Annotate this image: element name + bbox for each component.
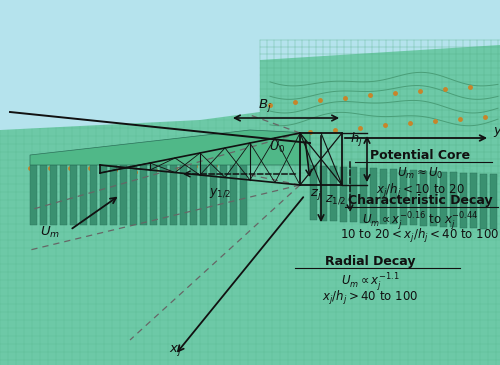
Polygon shape	[0, 0, 500, 155]
Bar	[220, 165, 227, 225]
Bar	[440, 172, 447, 227]
Bar	[140, 165, 147, 225]
Text: $U_m$: $U_m$	[40, 224, 60, 239]
Text: Characteristic Decay: Characteristic Decay	[348, 194, 492, 207]
Bar	[430, 171, 437, 226]
Polygon shape	[30, 130, 310, 165]
Text: $10$ to $20 < x_j/h_j < 40$ to $100$: $10$ to $20 < x_j/h_j < 40$ to $100$	[340, 227, 500, 245]
Bar	[380, 169, 387, 223]
Bar	[370, 168, 377, 223]
Text: Radial Decay: Radial Decay	[325, 255, 415, 268]
Text: Potential Core: Potential Core	[370, 149, 470, 162]
Bar	[80, 165, 87, 225]
Bar	[160, 165, 167, 225]
Text: $x_j/h_j > 40$ to $100$: $x_j/h_j > 40$ to $100$	[322, 289, 418, 307]
Bar	[480, 173, 487, 228]
Bar	[400, 169, 407, 224]
Bar	[460, 173, 467, 227]
Bar	[410, 170, 417, 225]
Text: $z_j$: $z_j$	[310, 188, 322, 203]
Bar	[470, 173, 477, 228]
Bar	[40, 165, 47, 225]
Bar	[50, 165, 57, 225]
Bar	[420, 170, 427, 226]
Bar	[310, 165, 317, 220]
Bar	[130, 165, 137, 225]
Bar	[240, 165, 247, 225]
Bar	[70, 165, 77, 225]
Text: $U_m \propto x_j^{-0.16}$ to $x_j^{-0.44}$: $U_m \propto x_j^{-0.16}$ to $x_j^{-0.44…	[362, 211, 478, 233]
Bar	[350, 167, 357, 222]
Bar	[170, 165, 177, 225]
Bar	[490, 174, 497, 229]
Text: $z_{1/2}$: $z_{1/2}$	[325, 193, 346, 207]
Bar	[230, 165, 237, 225]
Text: $h_j$: $h_j$	[350, 131, 363, 149]
Polygon shape	[260, 45, 500, 175]
Bar	[100, 165, 107, 225]
Bar	[190, 165, 197, 225]
Bar	[450, 172, 457, 227]
Bar	[120, 165, 127, 225]
Bar	[320, 165, 327, 220]
Bar	[340, 166, 347, 222]
Bar	[210, 165, 217, 225]
Bar	[300, 133, 342, 185]
Bar	[110, 165, 117, 225]
Bar	[200, 165, 207, 225]
Bar	[90, 165, 97, 225]
Text: $U_m \propto x_j^{-1.1}$: $U_m \propto x_j^{-1.1}$	[340, 272, 400, 294]
Bar	[150, 165, 157, 225]
Text: $x_j/h_j < 10$ to $20$: $x_j/h_j < 10$ to $20$	[376, 182, 464, 200]
Polygon shape	[0, 0, 180, 130]
Bar	[60, 165, 67, 225]
Text: $U_0$: $U_0$	[269, 139, 285, 154]
Text: $y_{1/2}$: $y_{1/2}$	[209, 187, 231, 200]
Text: $B_j$: $B_j$	[258, 97, 272, 114]
Bar	[180, 165, 187, 225]
Bar	[390, 169, 397, 224]
Bar	[360, 168, 367, 223]
Text: $y_j$: $y_j$	[493, 126, 500, 141]
Text: $x_j$: $x_j$	[168, 343, 181, 358]
Text: $U_m \approx U_0$: $U_m \approx U_0$	[396, 166, 444, 181]
Bar	[330, 166, 337, 221]
Bar	[30, 165, 37, 225]
